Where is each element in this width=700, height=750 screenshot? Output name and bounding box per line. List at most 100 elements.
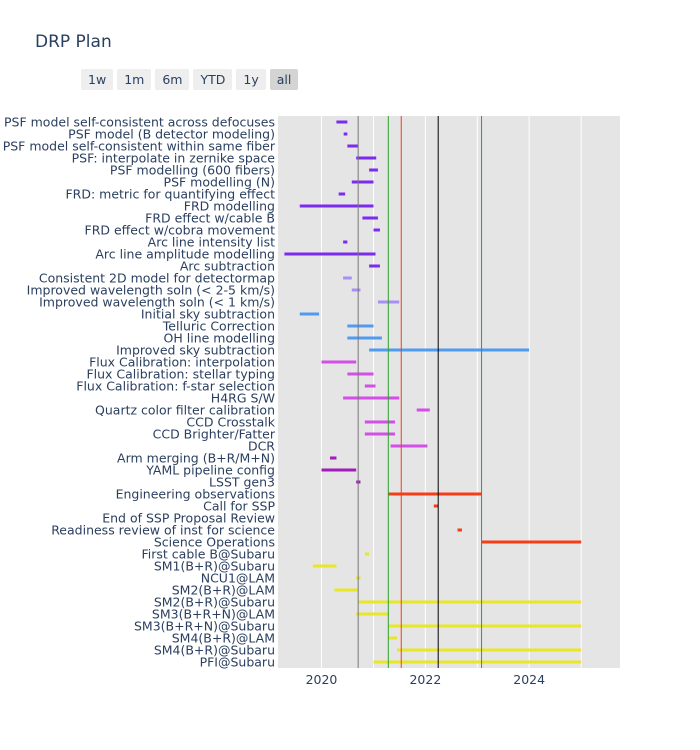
task-bar[interactable] (364, 552, 370, 556)
task-bar[interactable] (299, 312, 320, 316)
task-bar[interactable] (364, 432, 395, 436)
task-bar[interactable] (351, 288, 361, 292)
range-button-6m[interactable]: 6m (155, 69, 190, 90)
task-label: FRD effect w/cable B (145, 211, 275, 226)
task-bar[interactable] (369, 168, 378, 172)
task-label: End of SSP Proposal Review (102, 511, 275, 526)
task-label: Call for SSP (203, 499, 275, 514)
x-tick-label: 2020 (306, 672, 338, 687)
task-label: Arc line amplitude modelling (95, 247, 275, 262)
task-label: Improved wavelength soln (< 1 km/s) (39, 295, 275, 310)
task-bar[interactable] (388, 492, 482, 496)
task-bar[interactable] (343, 396, 400, 400)
task-label: SM1(B+R)@Subaru (154, 559, 275, 574)
task-label: Arc line intensity list (148, 235, 275, 250)
task-label: SM2(B+R)@LAM (172, 583, 275, 598)
task-label: SM2(B+R)@Subaru (154, 595, 275, 610)
task-bar[interactable] (351, 180, 374, 184)
range-button-1w[interactable]: 1w (81, 69, 114, 90)
task-label: Improved wavelength soln (< 2-5 km/s) (27, 283, 275, 298)
task-label: Engineering observations (116, 487, 275, 502)
task-bar[interactable] (362, 216, 378, 220)
task-bar[interactable] (347, 336, 382, 340)
task-bar[interactable] (390, 444, 428, 448)
task-label: PSF: interpolate in zernike space (72, 151, 276, 166)
task-label: Quartz color filter calibration (95, 403, 275, 418)
task-label: PSF model self-consistent across defocus… (4, 115, 275, 130)
x-tick-label: 2022 (409, 672, 441, 687)
task-bar[interactable] (358, 600, 582, 604)
task-label: Initial sky subtraction (141, 307, 275, 322)
task-bar[interactable] (369, 264, 380, 268)
task-bar[interactable] (356, 612, 389, 616)
task-label: SM3(B+R+N)@LAM (152, 607, 275, 622)
task-bar[interactable] (338, 192, 346, 196)
task-bar[interactable] (334, 588, 359, 592)
range-selector: 1w 1m 6m YTD 1y all (81, 69, 299, 90)
task-bar[interactable] (321, 360, 357, 364)
task-label: YAML pipeline config (145, 463, 275, 478)
task-bar[interactable] (416, 408, 430, 412)
task-bar[interactable] (347, 324, 374, 328)
task-label: NCU1@LAM (201, 571, 275, 586)
task-label: PFI@Subaru (200, 655, 275, 670)
task-label: Flux Calibration: stellar typing (86, 367, 275, 382)
task-label: SM4(B+R)@Subaru (154, 643, 275, 658)
task-bar[interactable] (364, 420, 395, 424)
task-bar[interactable] (433, 504, 439, 508)
task-label: OH line modelling (164, 331, 275, 346)
task-bar[interactable] (373, 660, 582, 664)
task-label: Flux Calibration: interpolation (89, 355, 275, 370)
task-label: PSF model self-consistent within same fi… (3, 139, 276, 154)
task-bar[interactable] (321, 468, 357, 472)
range-button-all[interactable]: all (269, 69, 299, 90)
task-label: PSF modelling (600 fibers) (110, 163, 275, 178)
task-label: CCD Crosstalk (186, 415, 275, 430)
task-label: FRD modelling (184, 199, 275, 214)
task-bar[interactable] (312, 564, 337, 568)
range-button-ytd[interactable]: YTD (193, 69, 233, 90)
task-bar[interactable] (343, 240, 348, 244)
task-label: Arm merging (B+R/M+N) (117, 451, 275, 466)
task-bar[interactable] (457, 528, 462, 532)
task-bar[interactable] (299, 204, 374, 208)
range-button-1y[interactable]: 1y (236, 69, 266, 90)
task-bar[interactable] (347, 144, 359, 148)
plot-area (278, 116, 620, 668)
task-label: Flux Calibration: f-star selection (76, 379, 275, 394)
task-bar[interactable] (388, 624, 582, 628)
task-label: H4RG S/W (211, 391, 275, 406)
task-label: FRD: metric for quantifying effect (65, 187, 275, 202)
task-label: Arc subtraction (180, 259, 275, 274)
task-label: DCR (248, 439, 275, 454)
task-bar[interactable] (369, 348, 530, 352)
chart-title: DRP Plan (35, 32, 112, 52)
x-tick-label: 2024 (513, 672, 545, 687)
task-bar[interactable] (284, 252, 376, 256)
task-bar[interactable] (481, 540, 582, 544)
task-label: PSF model (B detector modeling) (68, 127, 275, 142)
task-bar[interactable] (343, 132, 348, 136)
range-button-1m[interactable]: 1m (117, 69, 152, 90)
task-label: Consistent 2D model for detectormap (39, 271, 275, 286)
task-label: PSF modelling (N) (164, 175, 275, 190)
task-label: Telluric Correction (162, 319, 275, 334)
task-bar[interactable] (347, 372, 374, 376)
task-label: FRD effect w/cobra movement (85, 223, 276, 238)
task-label: First cable B@Subaru (142, 547, 275, 562)
task-bar[interactable] (373, 228, 380, 232)
task-bar[interactable] (330, 456, 337, 460)
task-bar[interactable] (396, 648, 582, 652)
task-bar[interactable] (356, 156, 377, 160)
task-bar[interactable] (336, 120, 348, 124)
task-label: Science Operations (154, 535, 275, 550)
task-bar[interactable] (364, 384, 376, 388)
task-bar[interactable] (343, 276, 352, 280)
task-label: SM3(B+R+N)@Subaru (134, 619, 275, 634)
task-label: SM4(B+R)@LAM (172, 631, 275, 646)
task-label: LSST gen3 (209, 475, 275, 490)
task-bar[interactable] (388, 636, 397, 640)
task-label: CCD Brighter/Fatter (153, 427, 276, 442)
